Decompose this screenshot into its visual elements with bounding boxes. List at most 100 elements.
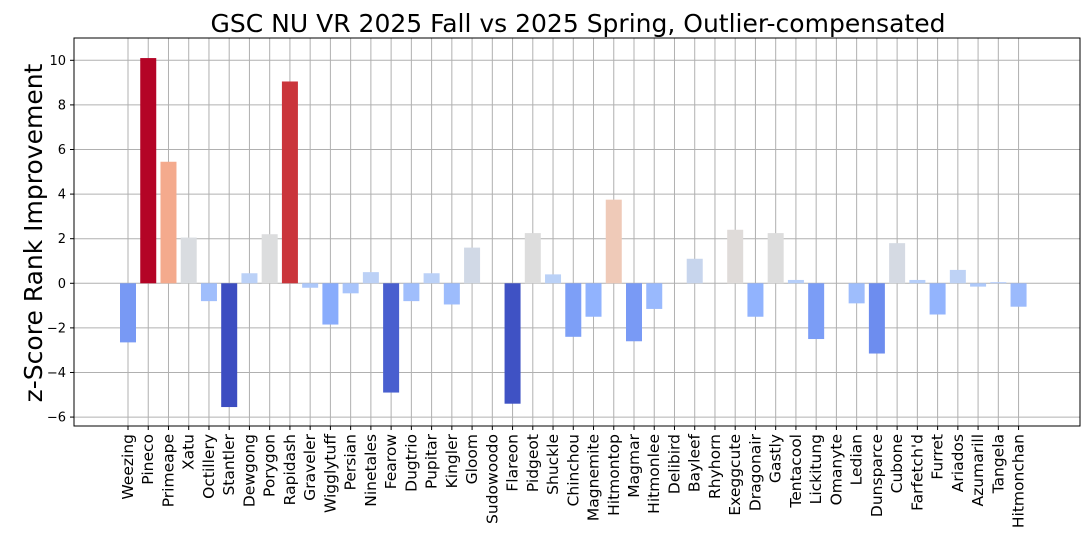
y-tick-label: 6: [58, 143, 66, 158]
y-tick-label: 10: [49, 54, 66, 69]
bar-dugtrio: [403, 283, 420, 302]
x-tick-label: Gastly: [767, 434, 785, 483]
x-tick-label: Gloom: [463, 434, 481, 484]
x-tick-label: Pineco: [139, 434, 157, 485]
bar-shuckle: [545, 274, 562, 284]
x-tick-label: Shuckle: [544, 434, 562, 495]
x-tick-label: Fearow: [382, 434, 400, 490]
bar-ledian: [848, 283, 865, 304]
bar-farfetch-d: [909, 279, 926, 284]
bar-flareon: [504, 283, 521, 404]
bar-dewgong: [241, 273, 258, 284]
y-tick-label: 8: [58, 98, 66, 113]
x-tick-label: Bayleef: [686, 433, 704, 492]
x-tick-label: Exeggcute: [726, 434, 744, 516]
bar-chinchou: [565, 283, 582, 337]
x-tick-label: Farfetch'd: [908, 434, 926, 511]
bar-pidgeot: [524, 233, 541, 284]
x-tick-label: Hitmonlee: [645, 434, 663, 514]
x-tick-label: Tangela: [989, 434, 1007, 494]
y-tick-label: 4: [58, 188, 66, 203]
bar-bayleef: [686, 258, 703, 284]
y-tick-label: 2: [58, 232, 66, 247]
bar-ninetales: [362, 272, 379, 284]
x-tick-label: Azumarill: [969, 434, 987, 506]
x-tick-label: Dugtrio: [402, 434, 420, 492]
bar-fearow: [383, 283, 400, 393]
bar-furret: [929, 283, 946, 315]
x-tick-label: Porygon: [261, 434, 279, 497]
bar-hitmontop: [605, 199, 622, 284]
x-tick-label: Dewgong: [240, 434, 258, 507]
bar-weezing: [120, 283, 136, 343]
x-tick-label: Persian: [342, 434, 360, 490]
bar-kingler: [443, 283, 460, 305]
x-tick-label: Ariados: [949, 434, 967, 492]
bars: [120, 58, 1027, 408]
x-tick-label: Xatu: [180, 434, 198, 470]
bar-lickitung: [808, 283, 825, 340]
bar-gloom: [464, 247, 481, 284]
bar-graveler: [302, 283, 319, 288]
x-tick-label: Omanyte: [827, 434, 845, 505]
bar-ariados: [949, 269, 966, 284]
x-tick-label: Dunsparce: [868, 434, 886, 517]
x-tick-label: Cubone: [888, 434, 906, 493]
bar-hitmonchan: [1010, 283, 1027, 307]
y-axis-label: z-Score Rank Improvement: [19, 63, 48, 402]
y-tick-label: −6: [47, 411, 66, 426]
bar-porygon: [261, 234, 278, 284]
y-tick-label: −2: [47, 321, 66, 336]
x-tick-label: Lickitung: [807, 434, 825, 504]
y-tick-label: 0: [58, 277, 66, 292]
x-tick-label: Primeape: [159, 434, 177, 507]
bar-primeape: [160, 161, 177, 284]
x-tick-label: Tentacool: [787, 434, 805, 509]
bar-dunsparce: [868, 283, 885, 354]
x-tick-label: Hitmonchan: [1010, 434, 1028, 528]
x-tick-label: Delibird: [665, 434, 683, 494]
x-tick-label: Chinchou: [564, 434, 582, 506]
bar-dragonair: [747, 283, 764, 317]
x-tick-label: Rapidash: [281, 434, 299, 505]
bar-azumarill: [970, 283, 987, 287]
x-tick-label: Graveler: [301, 433, 319, 500]
x-tick-label: Magmar: [625, 433, 643, 497]
bar-wigglytuff: [322, 283, 339, 325]
bar-gastly: [767, 233, 784, 284]
x-tick-label: Stantler: [220, 433, 238, 495]
bar-cubone: [889, 243, 906, 284]
x-tick-label: Kingler: [443, 433, 461, 488]
bar-hitmonlee: [646, 283, 663, 309]
bar-exeggcute: [727, 229, 744, 284]
x-tick-label: Hitmontop: [605, 434, 623, 516]
x-tick-label: Furret: [929, 434, 947, 480]
plot-frame: [73, 37, 1081, 427]
x-tick-label: Pidgeot: [524, 434, 542, 492]
y-tick-label: −4: [47, 366, 66, 381]
bar-pupitar: [423, 273, 440, 284]
x-tick-label: Weezing: [119, 434, 137, 500]
x-tick-label: Ledian: [848, 434, 866, 485]
x-tick-label: Ninetales: [362, 434, 380, 507]
bar-xatu: [180, 237, 197, 284]
x-tick-label: Sudowoodo: [483, 434, 501, 524]
x-ticks: Weezing Pineco Primeape Xatu Octillery Stantl…: [119, 426, 1028, 528]
y-ticks: −6 −4 −2 0 2 4 6 8 10: [47, 54, 74, 426]
x-tick-label: Magnemite: [585, 434, 603, 521]
bar-magnemite: [585, 283, 602, 317]
bar-octillery: [200, 283, 217, 302]
bar-rapidash: [281, 81, 298, 284]
x-tick-label: Octillery: [200, 434, 218, 499]
x-tick-label: Dragonair: [746, 433, 764, 511]
chart-title: GSC NU VR 2025 Fall vs 2025 Spring, Outl…: [211, 9, 946, 38]
x-tick-label: Flareon: [504, 434, 522, 492]
bar-persian: [342, 283, 359, 294]
bar-pineco: [140, 58, 157, 284]
bar-magmar: [626, 283, 642, 342]
bar-tangela: [990, 282, 1007, 284]
bar-stantler: [221, 283, 238, 408]
x-tick-label: Wigglytuff: [321, 434, 339, 513]
x-tick-label: Pupitar: [423, 433, 441, 489]
